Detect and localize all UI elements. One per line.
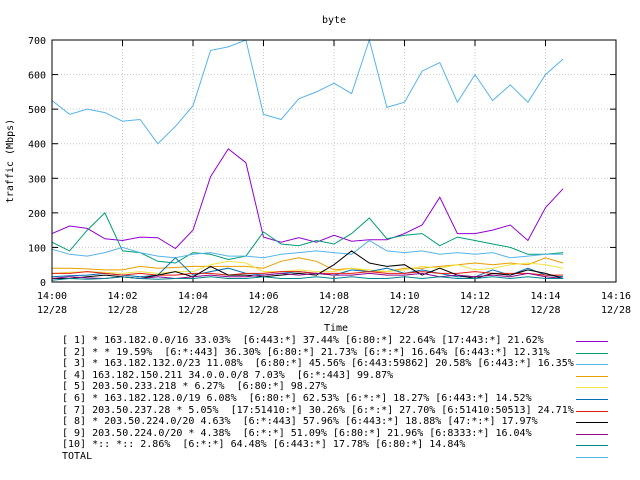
y-tick-label: 600: [28, 71, 46, 82]
series-lines: [51, 38, 564, 281]
series-line-4: [52, 257, 564, 273]
x-tick-date-label: 12/28: [37, 305, 67, 316]
series-line-5: [51, 260, 564, 274]
y-tick-label: 0: [40, 278, 46, 289]
x-tick-time-label: 14:12: [460, 291, 490, 302]
series-line-3: [51, 239, 564, 259]
x-tick-time-label: 14:02: [107, 291, 137, 302]
y-tick-label: 100: [28, 243, 46, 254]
y-tick-label: 200: [28, 209, 46, 220]
x-tick-date-label: 12/28: [460, 305, 490, 316]
plot-frame: [51, 39, 617, 283]
x-tick-date-label: 12/28: [319, 305, 349, 316]
x-tick-date-label: 12/28: [389, 305, 419, 316]
x-axis-label: Time: [324, 323, 348, 334]
x-tick-date-label: 12/28: [530, 305, 560, 316]
series-line-11: [51, 38, 564, 145]
x-tick-date-label: 12/28: [601, 305, 631, 316]
y-axis-label: traffic (Mbps): [5, 119, 16, 203]
x-tick-time-label: 14:16: [601, 291, 631, 302]
y-tick-label: 700: [28, 36, 46, 47]
grid: [51, 39, 617, 283]
x-tick-time-label: 14:14: [530, 291, 560, 302]
x-tick-date-label: 12/28: [178, 305, 208, 316]
series-line-1: [51, 148, 564, 250]
x-tick-date-label: 12/28: [248, 305, 278, 316]
series-line-7: [52, 271, 564, 276]
x-tick-time-label: 14:00: [37, 291, 67, 302]
y-tick-label: 300: [28, 174, 46, 185]
x-tick-time-label: 14:04: [178, 291, 208, 302]
x-tick-time-label: 14:06: [248, 291, 278, 302]
chart-title: byte: [322, 15, 346, 26]
series-line-10: [51, 276, 564, 281]
series-line-2: [51, 212, 564, 264]
y-tick-label: 400: [28, 140, 46, 151]
x-tick-time-label: 14:08: [319, 291, 349, 302]
x-tick-date-label: 12/28: [107, 305, 137, 316]
axis-ticks: 0 100 200 300 400 500 600 700 14:00 12/28 14:02 12/…: [28, 36, 631, 316]
x-tick-time-label: 14:10: [389, 291, 419, 302]
y-tick-label: 500: [28, 105, 46, 116]
